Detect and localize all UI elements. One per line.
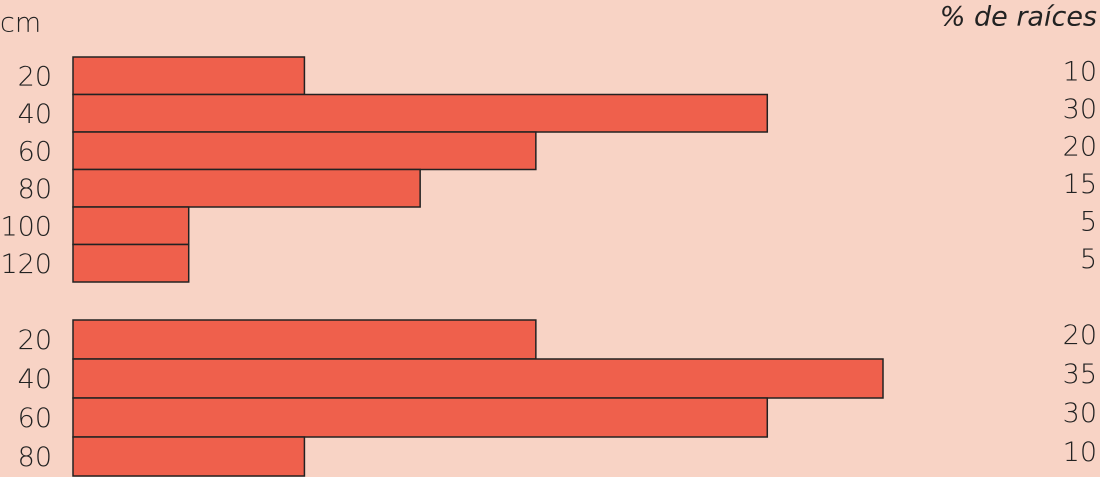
- bar: [72, 168, 421, 208]
- category-label: 80: [18, 442, 52, 473]
- category-label: 100: [0, 211, 52, 242]
- value-label: 35: [1063, 359, 1097, 390]
- value-title: % de raíces: [940, 2, 1097, 33]
- category-label: 40: [18, 364, 52, 395]
- category-label: 120: [0, 249, 52, 280]
- bar: [72, 436, 306, 477]
- value-label: 15: [1063, 169, 1097, 200]
- value-label: 10: [1063, 56, 1097, 87]
- category-label: 80: [18, 174, 52, 205]
- bar: [72, 206, 190, 246]
- value-label: 20: [1063, 131, 1097, 162]
- category-label: 20: [18, 325, 52, 356]
- value-label: 20: [1063, 320, 1097, 351]
- value-label: 30: [1063, 94, 1097, 125]
- bar: [72, 243, 190, 283]
- bar: [72, 358, 884, 399]
- bar: [72, 93, 769, 133]
- value-label: 30: [1063, 398, 1097, 429]
- category-label: 60: [18, 403, 52, 434]
- category-label: 20: [18, 61, 52, 92]
- value-label: 5: [1080, 244, 1097, 275]
- axis-label: cm: [0, 8, 41, 39]
- category-label: 40: [18, 99, 52, 130]
- value-label: 5: [1080, 206, 1097, 237]
- bar: [72, 397, 769, 438]
- value-label: 10: [1063, 437, 1097, 468]
- bar: [72, 319, 537, 360]
- bar: [72, 56, 306, 96]
- bar: [72, 131, 537, 171]
- category-label: 60: [18, 136, 52, 167]
